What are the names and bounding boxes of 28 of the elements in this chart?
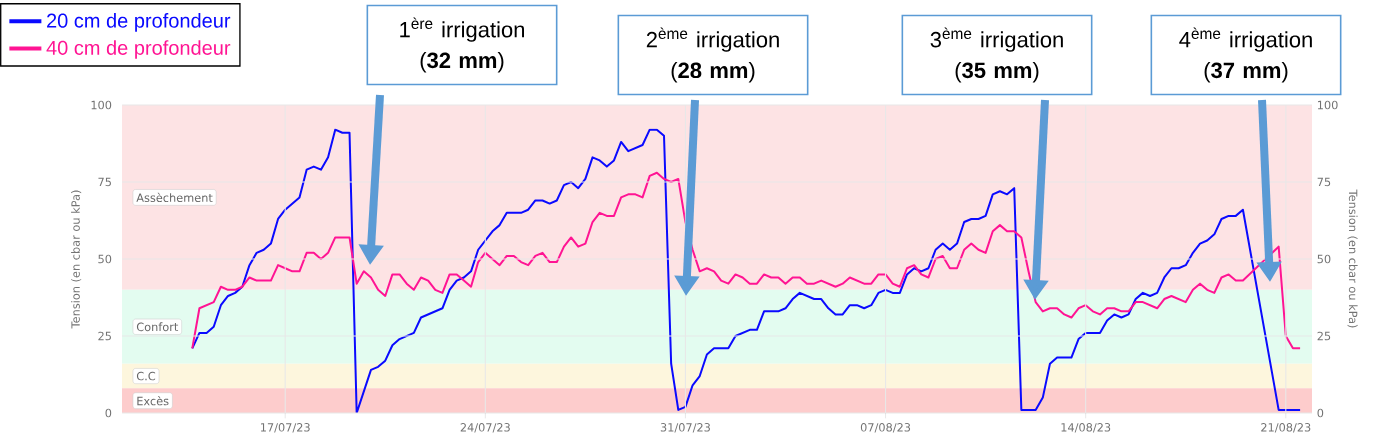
y-tick-label: 25	[98, 331, 111, 341]
x-tick-label: 14/08/23	[1061, 423, 1111, 433]
y-tick-label: 50	[98, 254, 112, 264]
band-label: Excès	[137, 396, 169, 406]
text: 20 cm de profondeur	[47, 13, 231, 32]
x-tick-label: 21/08/23	[1261, 423, 1311, 433]
band-label: C.C	[136, 371, 156, 381]
x-tick-label: 17/07/23	[261, 423, 310, 433]
y2-tick-label: 0	[1317, 408, 1324, 418]
x-tick-label: 31/07/23	[660, 423, 710, 433]
y-axis-title: Tension (en cbar ou kPa)	[71, 190, 82, 329]
x-tick-label: 24/07/23	[460, 423, 510, 433]
text: 4$^{ème}$ irrigation (37 mm)	[1179, 27, 1312, 83]
x-tick-label: 07/08/23	[860, 423, 911, 433]
y-tick-label: 75	[98, 177, 111, 187]
y-tick-label: 0	[105, 408, 112, 418]
text: 2$^{ème}$ irrigation (28 mm)	[646, 27, 779, 83]
y-tick-label: 100	[91, 100, 112, 110]
y2-axis-title: Tension (en cbar ou kPa)	[1347, 189, 1358, 328]
text: 40 cm de profondeur	[46, 40, 231, 59]
y2-tick-label: 50	[1317, 254, 1331, 264]
text: 1$^{ère}$ irrigation (32 mm)	[400, 17, 524, 73]
y2-tick-label: 100	[1317, 100, 1338, 110]
y2-tick-label: 75	[1317, 177, 1331, 187]
band-label: Confort	[136, 322, 179, 332]
band-label: Assèchement	[136, 192, 213, 203]
text: 3$^{ème}$ irrigation (35 mm)	[930, 27, 1063, 83]
y2-tick-label: 25	[1317, 331, 1331, 341]
